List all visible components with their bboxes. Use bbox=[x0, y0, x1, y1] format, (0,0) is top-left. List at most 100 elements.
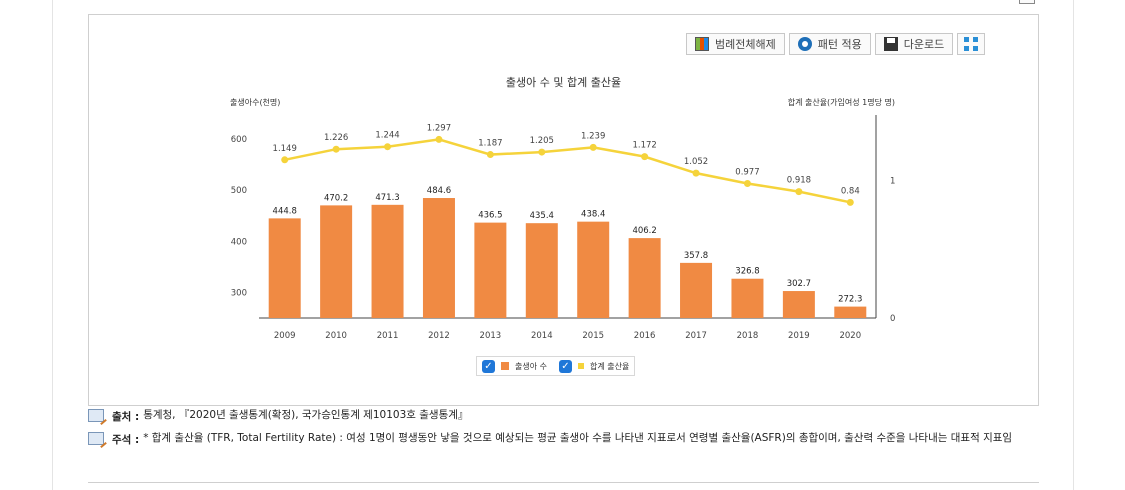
pattern-button[interactable]: 패턴 적용 bbox=[788, 33, 871, 55]
bar-births bbox=[320, 205, 353, 318]
y-left-tick-label: 400 bbox=[231, 237, 247, 247]
footnote: 주석 : * 합계 출산율 (TFR, Total Fertility Rate… bbox=[88, 432, 1039, 447]
source-label: 출처 : bbox=[112, 411, 140, 423]
point-tfr bbox=[384, 143, 392, 151]
bar-births bbox=[371, 204, 404, 318]
point-tfr bbox=[641, 153, 649, 161]
x-tick-label: 2010 bbox=[325, 331, 347, 341]
line-data-label: 0.977 bbox=[735, 167, 759, 177]
save-icon bbox=[883, 37, 898, 51]
bar-births bbox=[474, 222, 507, 318]
chart-plot: 300 400 500 600 0 1 444.8 470.2 471.3 484.6 436.5 4… bbox=[231, 115, 895, 341]
page-frame bbox=[52, 0, 1074, 490]
line-data-label: 1.205 bbox=[530, 136, 554, 146]
x-tick-label: 2014 bbox=[531, 331, 553, 341]
y-left-tick-label: 300 bbox=[231, 288, 247, 298]
x-tick-label: 2009 bbox=[274, 331, 296, 341]
point-tfr bbox=[332, 145, 340, 153]
point-tfr bbox=[281, 156, 289, 164]
bar-births bbox=[782, 291, 815, 318]
right-axis-title: 합계 출산율(가임여성 1명당 명) bbox=[787, 98, 895, 107]
bar-data-label: 326.8 bbox=[735, 267, 759, 277]
y-right-tick-label: 1 bbox=[890, 176, 895, 186]
line-data-label: 1.149 bbox=[273, 144, 297, 154]
bottom-divider bbox=[88, 482, 1039, 483]
chart-container: 범례전체해제 패턴 적용 다운로드 출생아 수 및 합계 출산율 출생아수(천명… bbox=[88, 14, 1039, 406]
bar-data-label: 302.7 bbox=[787, 279, 811, 289]
footnote-text: * 합계 출산율 (TFR, Total Fertility Rate) : 여… bbox=[143, 432, 1013, 444]
note-icon bbox=[88, 432, 104, 445]
bar-data-label: 471.3 bbox=[375, 193, 399, 203]
x-tick-label: 2019 bbox=[788, 331, 810, 341]
point-tfr bbox=[692, 169, 700, 177]
line-data-label: 1.239 bbox=[581, 131, 605, 141]
bar-births bbox=[268, 218, 301, 318]
point-tfr bbox=[486, 151, 494, 159]
point-tfr bbox=[846, 198, 854, 206]
legend-toggle-button[interactable]: 범례전체해제 bbox=[686, 33, 785, 55]
source-note: 출처 : 통계청, 『2020년 출생통계(확정), 국가승인통계 제10103… bbox=[88, 409, 1039, 424]
line-data-label: 1.226 bbox=[324, 133, 348, 143]
chart-toolbar: 범례전체해제 패턴 적용 다운로드 bbox=[686, 33, 986, 55]
line-data-label: 0.84 bbox=[841, 186, 860, 196]
download-button[interactable]: 다운로드 bbox=[874, 33, 954, 55]
download-label: 다운로드 bbox=[903, 38, 945, 51]
footnote-label: 주석 : bbox=[112, 434, 140, 446]
point-tfr bbox=[435, 135, 443, 143]
bar-births bbox=[628, 238, 661, 318]
chart-title: 출생아 수 및 합계 출산율 bbox=[505, 76, 622, 89]
expand-button[interactable] bbox=[957, 33, 986, 55]
bar-data-label: 272.3 bbox=[838, 295, 862, 305]
bar-births bbox=[731, 278, 764, 318]
legend-label-tfr: 합계 출산율 bbox=[589, 361, 630, 371]
legend-checkbox-births[interactable]: ✓ bbox=[482, 359, 495, 373]
legend-toggle-label: 범례전체해제 bbox=[715, 38, 776, 51]
point-tfr bbox=[538, 148, 546, 156]
bar-data-label: 470.2 bbox=[324, 193, 348, 203]
bar-data-label: 406.2 bbox=[632, 226, 656, 236]
y-left-tick-label: 600 bbox=[231, 135, 247, 145]
line-data-label: 0.918 bbox=[787, 176, 811, 186]
x-tick-label: 2018 bbox=[737, 331, 759, 341]
line-data-label: 1.297 bbox=[427, 123, 451, 133]
line-data-label: 1.172 bbox=[632, 141, 656, 151]
point-tfr bbox=[589, 143, 597, 151]
window-icon[interactable] bbox=[1019, 0, 1035, 4]
line-data-label: 1.187 bbox=[478, 139, 502, 149]
bar-births bbox=[577, 221, 610, 318]
bar-data-label: 357.8 bbox=[684, 251, 708, 261]
x-tick-label: 2013 bbox=[480, 331, 502, 341]
line-data-label: 1.244 bbox=[375, 131, 399, 141]
source-text: 통계청, 『2020년 출생통계(확정), 국가승인통계 제10103호 출생통… bbox=[143, 409, 469, 421]
left-axis-title: 출생아수(천명) bbox=[230, 98, 281, 107]
line-tfr bbox=[284, 138, 851, 204]
y-left-tick-label: 500 bbox=[231, 186, 247, 196]
bar-data-label: 435.4 bbox=[530, 211, 554, 221]
bar-data-label: 484.6 bbox=[427, 186, 451, 196]
chart-legend: ✓ 출생아 수 ✓ 합계 출산율 bbox=[476, 356, 636, 376]
bar-births bbox=[680, 262, 713, 318]
bar-births bbox=[834, 306, 867, 318]
x-tick-label: 2015 bbox=[582, 331, 604, 341]
point-tfr bbox=[795, 188, 803, 196]
legend-swatch-tfr bbox=[577, 363, 584, 369]
x-tick-label: 2012 bbox=[428, 331, 450, 341]
legend-chart-icon bbox=[695, 37, 709, 51]
line-data-label: 1.052 bbox=[684, 157, 708, 167]
legend-swatch-births bbox=[501, 362, 509, 370]
legend-label-births: 출생아 수 bbox=[515, 361, 547, 371]
x-tick-label: 2017 bbox=[685, 331, 707, 341]
bar-births bbox=[422, 198, 455, 318]
x-tick-label: 2016 bbox=[634, 331, 656, 341]
x-tick-label: 2020 bbox=[839, 331, 861, 341]
point-tfr bbox=[743, 179, 751, 187]
bar-data-label: 436.5 bbox=[478, 211, 502, 221]
legend-checkbox-tfr[interactable]: ✓ bbox=[558, 359, 572, 373]
x-tick-label: 2011 bbox=[377, 331, 399, 341]
bar-births bbox=[525, 223, 558, 318]
note-icon bbox=[88, 409, 104, 422]
chart-notes: 출처 : 통계청, 『2020년 출생통계(확정), 국가승인통계 제10103… bbox=[88, 409, 1039, 455]
bar-data-label: 444.8 bbox=[273, 206, 297, 216]
pattern-icon bbox=[797, 37, 812, 51]
pattern-label: 패턴 적용 bbox=[817, 38, 862, 51]
